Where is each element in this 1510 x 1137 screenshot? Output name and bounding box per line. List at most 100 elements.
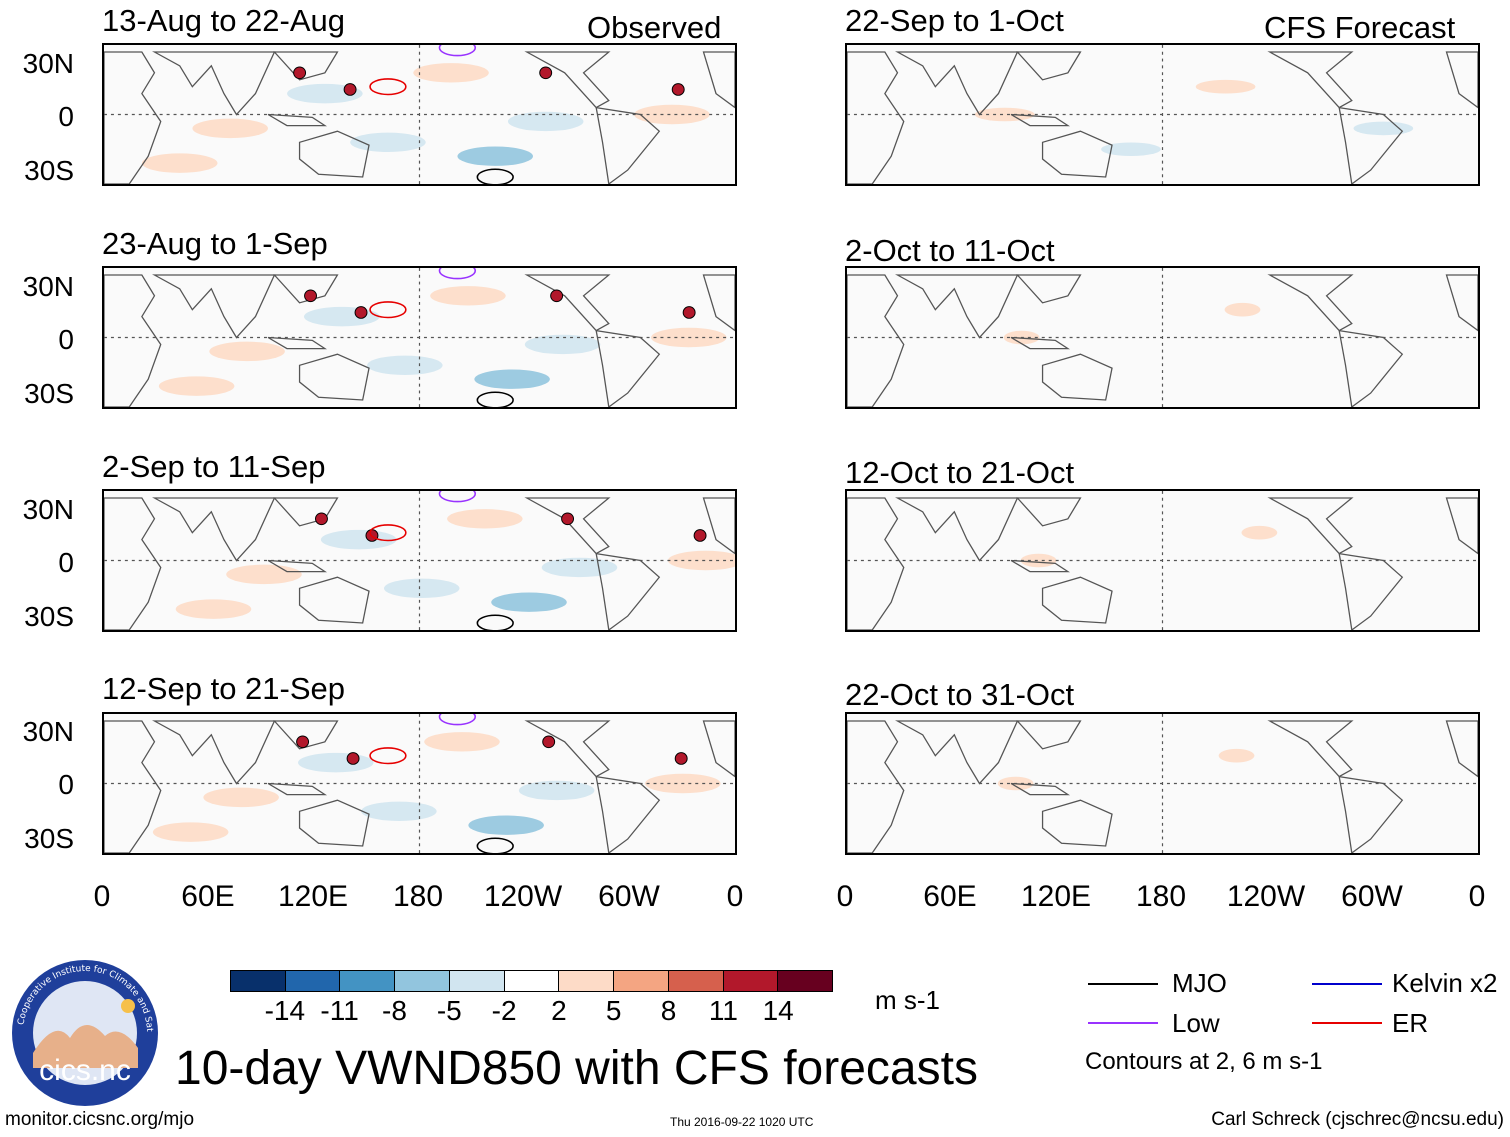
anomaly-patch [367, 355, 443, 376]
coastline [1338, 552, 1404, 630]
footer-url[interactable]: monitor.cicsnc.org/mjo [5, 1109, 195, 1130]
coastline [104, 497, 162, 630]
coastline [104, 720, 162, 853]
lon-label: 0 [726, 880, 744, 913]
colorbar [230, 970, 833, 992]
storm-marker-icon [550, 289, 564, 303]
anomaly-patch [141, 153, 218, 173]
observed-panel-title: 2-Sep to 11-Sep [102, 449, 326, 484]
anomaly-patch [1218, 748, 1255, 763]
contour-line [476, 391, 514, 407]
coastline [1015, 497, 1082, 527]
anomaly-patch [974, 107, 1035, 122]
coastline [847, 274, 905, 407]
coastline [1445, 720, 1478, 778]
colorbar-swatch [449, 971, 505, 991]
anomaly-patch [1241, 525, 1278, 540]
coastline [152, 497, 276, 562]
coastline [1338, 106, 1404, 184]
logo-text: cics.nc [39, 1054, 131, 1087]
coastline [152, 720, 276, 785]
coastline [595, 329, 661, 407]
forecast-map-panel [845, 43, 1480, 186]
coastline [895, 497, 1019, 562]
contour-line [369, 301, 407, 319]
storm-marker-icon [671, 83, 685, 96]
forecast-panel-title: 22-Oct to 31-Oct [845, 677, 1075, 712]
anomaly-patch [491, 592, 567, 612]
colorbar-tick-label: -8 [382, 995, 407, 1026]
coastline [104, 274, 162, 407]
colorbar-units: m s-1 [875, 985, 940, 1015]
forecast-map-panel [845, 489, 1480, 632]
anomaly-patch [474, 369, 550, 389]
anomaly-patch [361, 801, 437, 822]
coastline [1041, 353, 1113, 401]
lat-label-0: 0 [58, 547, 74, 578]
anomaly-patch [507, 111, 584, 132]
contour-line [438, 268, 477, 280]
storm-marker-icon [304, 289, 317, 303]
coastline [702, 51, 735, 109]
lat-label-30n: 30N [22, 716, 74, 747]
coastline [1338, 775, 1404, 853]
observed-map-panel [102, 43, 737, 186]
storm-marker-icon [296, 735, 310, 749]
observed-panel-title: 13-Aug to 22-Aug [102, 3, 346, 38]
storm-marker-icon [354, 306, 368, 319]
coastline [298, 576, 370, 624]
legend-kelvin-label: Kelvin x2 [1392, 968, 1498, 998]
storm-marker-icon [346, 752, 360, 765]
observed-map-panel [102, 489, 737, 632]
legend-low-line [1088, 1022, 1158, 1024]
storm-marker-icon [539, 66, 553, 80]
main-title: 10-day VWND850 with CFS forecasts [175, 1042, 978, 1095]
anomaly-patch [303, 306, 380, 327]
forecast-label: CFS Forecast [1264, 10, 1456, 45]
contour-line [476, 614, 514, 630]
colorbar-tick-label: -5 [436, 995, 462, 1026]
anomaly-patch [1020, 553, 1057, 568]
lon-label: 180 [1135, 880, 1187, 913]
storm-marker-icon [693, 529, 707, 542]
forecast-panel-title: 2-Oct to 11-Oct [845, 233, 1055, 268]
anomaly-patch [413, 63, 489, 83]
legend-er-label: ER [1392, 1008, 1429, 1038]
anomaly-patch [1101, 142, 1161, 157]
lon-label: 0 [93, 880, 111, 913]
colorbar-swatch [778, 971, 833, 991]
anomaly-patch [1353, 121, 1414, 136]
anomaly-patch [226, 564, 302, 585]
lon-label: 60E [923, 880, 977, 913]
coastline [895, 274, 1019, 339]
coastline [1041, 799, 1113, 847]
lat-label-30n: 30N [22, 494, 74, 525]
lat-label-30s: 30S [24, 155, 74, 186]
coastline [524, 51, 611, 109]
footer-timestamp: Thu 2016-09-22 1020 UTC [670, 1115, 814, 1129]
cics-logo: Cooperative Institute for Climate and Sa… [7, 951, 160, 1108]
colorbar-swatch [614, 971, 669, 991]
colorbar-tick-label: 14 [762, 995, 794, 1026]
coastline [298, 130, 370, 178]
contour-line [369, 747, 407, 765]
coastline [1015, 51, 1082, 81]
anomaly-patch [1224, 302, 1261, 317]
coastline [1445, 51, 1478, 109]
storm-marker-icon [542, 735, 556, 749]
lon-label: 0 [1468, 880, 1486, 913]
coastline [524, 720, 611, 778]
lon-label: 120E [1020, 880, 1092, 913]
storm-marker-icon [561, 512, 575, 526]
colorbar-swatch [504, 971, 560, 991]
anomaly-patch [430, 286, 506, 306]
anomaly-patch [158, 376, 235, 396]
coastline [267, 336, 328, 350]
coastline [1010, 559, 1071, 573]
coastline [152, 51, 276, 116]
lon-label: 60E [181, 880, 235, 913]
coastline [1041, 576, 1113, 624]
forecast-map-panel [845, 266, 1480, 409]
observed-panel-title: 12-Sep to 21-Sep [102, 671, 346, 706]
colorbar-tick-label: 2 [551, 995, 567, 1026]
